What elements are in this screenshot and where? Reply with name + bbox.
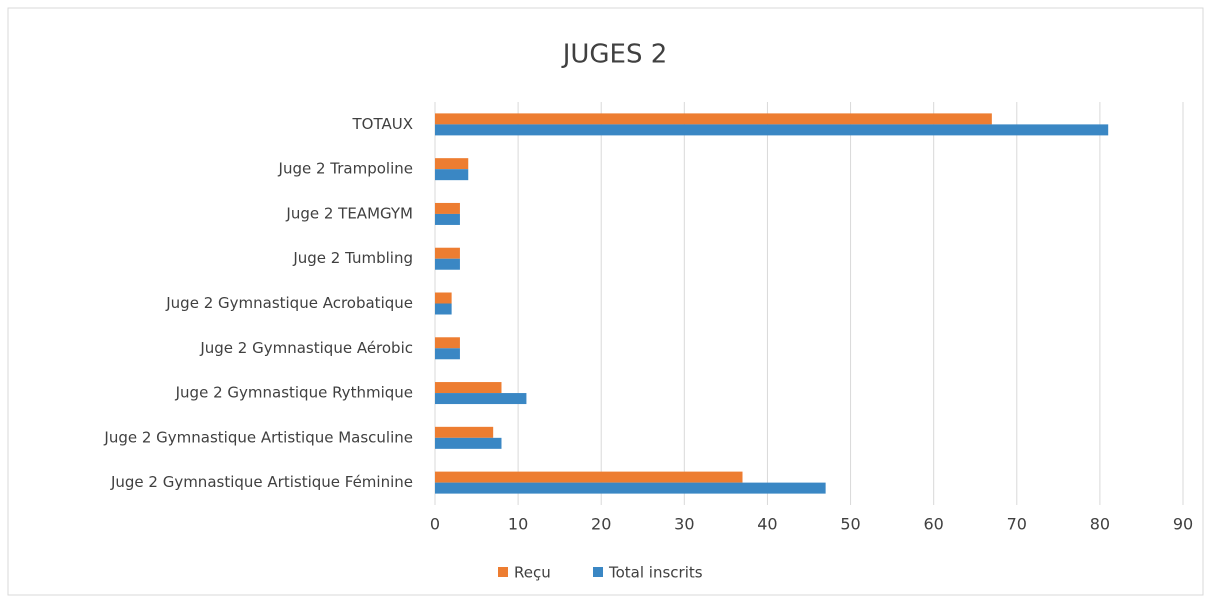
legend-label: Reçu — [514, 564, 551, 582]
bar — [435, 437, 502, 449]
x-tick-label: 30 — [674, 515, 694, 534]
bar — [435, 348, 460, 360]
bar — [435, 393, 527, 405]
bar — [435, 426, 494, 438]
bar — [435, 382, 502, 394]
bar — [435, 213, 460, 225]
x-tick-label: 60 — [923, 515, 943, 534]
chart-title: JUGES 2 — [561, 40, 668, 70]
y-tick-label: TOTAUX — [352, 115, 413, 133]
x-tick-label: 50 — [840, 515, 860, 534]
bar — [435, 169, 469, 181]
bar — [435, 158, 469, 170]
y-tick-label: Juge 2 Gymnastique Artistique Masculine — [103, 428, 413, 446]
chart-border — [7, 7, 1204, 596]
legend-label: Total inscrits — [608, 564, 703, 582]
legend-swatch — [593, 567, 603, 577]
legend-swatch — [498, 567, 508, 577]
bar — [435, 337, 460, 349]
y-tick-label: Juge 2 Gymnastique Rythmique — [175, 384, 413, 402]
y-tick-label: Juge 2 TEAMGYM — [285, 204, 413, 222]
bar — [435, 482, 826, 494]
bar — [435, 124, 1109, 136]
bar — [435, 202, 460, 214]
bar — [435, 292, 452, 304]
bar — [435, 247, 460, 259]
bar — [435, 471, 743, 483]
bar — [435, 113, 992, 125]
bar — [435, 303, 452, 315]
x-tick-label: 70 — [1007, 515, 1027, 534]
x-tick-label: 90 — [1173, 515, 1193, 534]
y-tick-label: Juge 2 Gymnastique Acrobatique — [165, 294, 413, 312]
x-tick-label: 20 — [591, 515, 611, 534]
x-tick-label: 0 — [430, 515, 440, 534]
y-tick-label: Juge 2 Tumbling — [292, 249, 413, 267]
x-tick-label: 40 — [757, 515, 777, 534]
bar — [435, 258, 460, 270]
y-tick-label: Juge 2 Trampoline — [278, 160, 413, 178]
y-tick-label: Juge 2 Gymnastique Aérobic — [199, 339, 413, 357]
x-tick-label: 80 — [1090, 515, 1110, 534]
x-tick-label: 10 — [508, 515, 528, 534]
y-tick-label: Juge 2 Gymnastique Artistique Féminine — [110, 473, 413, 491]
